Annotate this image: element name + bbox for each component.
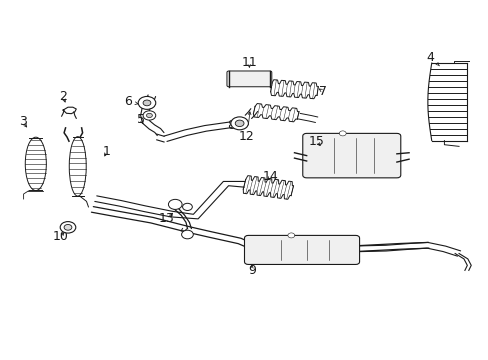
Text: 5: 5: [137, 113, 145, 126]
Text: 6: 6: [124, 95, 138, 108]
Circle shape: [143, 100, 151, 106]
Circle shape: [339, 131, 346, 136]
Circle shape: [143, 111, 156, 120]
Circle shape: [230, 117, 248, 130]
Text: 2: 2: [59, 90, 67, 103]
FancyBboxPatch shape: [226, 71, 271, 87]
Circle shape: [181, 230, 193, 239]
Ellipse shape: [25, 137, 46, 190]
Circle shape: [146, 113, 152, 118]
Text: 11: 11: [241, 56, 257, 69]
Circle shape: [168, 199, 182, 210]
Circle shape: [64, 225, 72, 230]
FancyBboxPatch shape: [244, 235, 359, 265]
Text: 10: 10: [52, 230, 68, 243]
Circle shape: [60, 222, 76, 233]
Text: 1: 1: [103, 145, 111, 158]
Text: 15: 15: [308, 135, 324, 148]
Text: 8: 8: [226, 119, 237, 132]
Text: 14: 14: [262, 170, 278, 183]
Text: 4: 4: [426, 51, 439, 66]
Circle shape: [287, 233, 294, 238]
Ellipse shape: [69, 137, 86, 196]
FancyBboxPatch shape: [302, 134, 400, 178]
Circle shape: [182, 203, 192, 211]
Text: 9: 9: [247, 264, 255, 277]
Text: 13: 13: [158, 212, 174, 225]
Text: 3: 3: [19, 116, 27, 129]
Circle shape: [235, 120, 244, 127]
Text: 12: 12: [239, 112, 254, 144]
Text: 7: 7: [318, 85, 326, 98]
Circle shape: [138, 96, 156, 109]
